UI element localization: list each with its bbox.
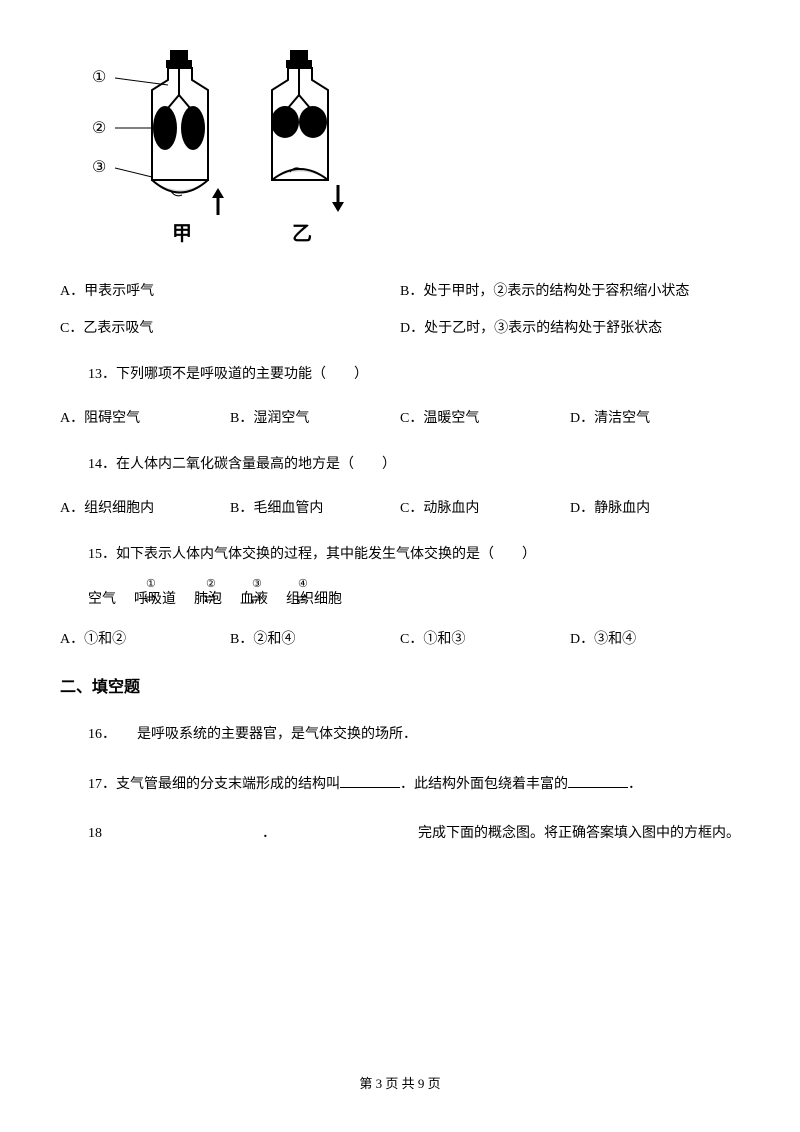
page-footer: 第 3 页 共 9 页 xyxy=(0,1073,800,1092)
q15-stem: 15．如下表示人体内气体交换的过程，其中能发生气体交换的是（ ） xyxy=(60,542,740,567)
q15-options: A．①和② B．②和④ C．①和③ D．③和④ xyxy=(60,628,740,648)
section-2-header: 二、填空题 xyxy=(60,673,740,697)
diagram-caption-left: 甲 xyxy=(172,223,192,245)
q14-option-a: A．组织细胞内 xyxy=(60,497,230,517)
q15-option-c: C．①和③ xyxy=(400,628,570,648)
q13-option-a: A．阻碍空气 xyxy=(60,407,230,427)
q17-blank-1 xyxy=(340,787,400,788)
q12-option-c: C．乙表示吸气 xyxy=(60,317,400,337)
q12-option-a: A．甲表示呼气 xyxy=(60,280,400,300)
q13-option-d: D．清洁空气 xyxy=(570,407,740,427)
q12-option-d: D．处于乙时，③表示的结构处于舒张状态 xyxy=(400,317,740,337)
q14-options: A．组织细胞内 B．毛细血管内 C．动脉血内 D．静脉血内 xyxy=(60,497,740,517)
q12-option-b: B．处于甲时，②表示的结构处于容积缩小状态 xyxy=(400,280,740,300)
q14-option-d: D．静脉血内 xyxy=(570,497,740,517)
q14-option-c: C．动脉血内 xyxy=(400,497,570,517)
diagram-caption-right: 乙 xyxy=(292,223,312,245)
q15-option-b: B．②和④ xyxy=(230,628,400,648)
q15-option-a: A．①和② xyxy=(60,628,230,648)
diagram-label-2: ② xyxy=(92,120,106,137)
breathing-model-diagram: ① ② ③ 甲 乙 xyxy=(80,40,740,255)
q14-option-b: B．毛细血管内 xyxy=(230,497,400,517)
q14-stem: 14．在人体内二氧化碳含量最高的地方是（ ） xyxy=(60,452,740,477)
q17-blank-2 xyxy=(568,787,628,788)
q13-option-c: C．温暖空气 xyxy=(400,407,570,427)
q18-text: 18． 完成下面的概念图。将正确答案填入图中的方框内。 xyxy=(60,822,740,842)
q17-text: 17．支气管最细的分支末端形成的结构叫．此结构外面包绕着丰富的． xyxy=(60,772,740,797)
diagram-label-3: ③ xyxy=(92,159,106,176)
q16-text: 16． 是呼吸系统的主要器官，是气体交换的场所． xyxy=(60,722,740,747)
q12-options: A．甲表示呼气 B．处于甲时，②表示的结构处于容积缩小状态 C．乙表示吸气 D．… xyxy=(60,280,740,354)
q15-option-d: D．③和④ xyxy=(570,628,740,648)
diagram-label-1: ① xyxy=(92,69,106,86)
q13-options: A．阻碍空气 B．湿润空气 C．温暖空气 D．清洁空气 xyxy=(60,407,740,427)
q13-option-b: B．湿润空气 xyxy=(230,407,400,427)
q15-gas-path: 空气①⇌呼吸道②⇌肺泡③⇌血液④⇌组织细胞 xyxy=(60,588,740,608)
q13-stem: 13．下列哪项不是呼吸道的主要功能（ ） xyxy=(60,362,740,387)
